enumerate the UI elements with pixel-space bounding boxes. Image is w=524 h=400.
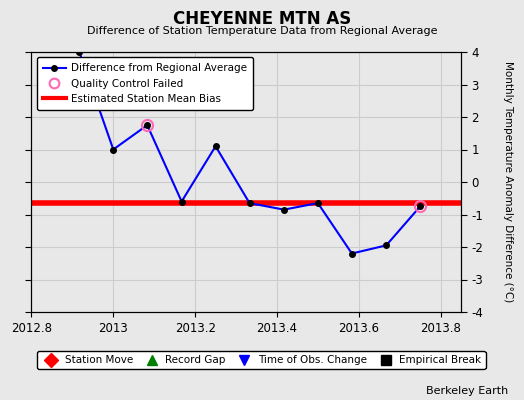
- Text: CHEYENNE MTN AS: CHEYENNE MTN AS: [173, 10, 351, 28]
- Legend: Station Move, Record Gap, Time of Obs. Change, Empirical Break: Station Move, Record Gap, Time of Obs. C…: [37, 351, 486, 369]
- Text: Difference of Station Temperature Data from Regional Average: Difference of Station Temperature Data f…: [87, 26, 437, 36]
- Text: Berkeley Earth: Berkeley Earth: [426, 386, 508, 396]
- Y-axis label: Monthly Temperature Anomaly Difference (°C): Monthly Temperature Anomaly Difference (…: [503, 61, 513, 303]
